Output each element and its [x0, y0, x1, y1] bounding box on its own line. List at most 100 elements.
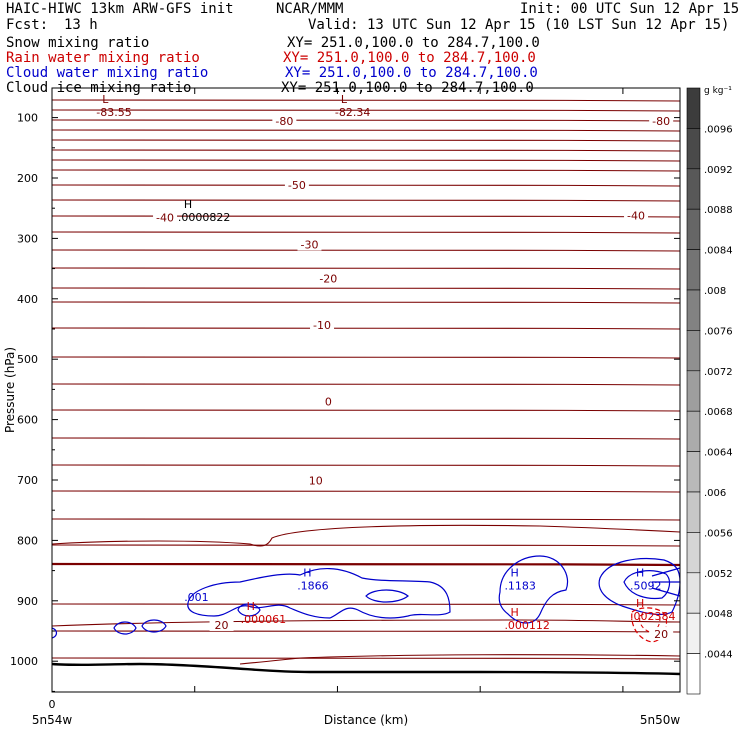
colorbar-label: .0072 — [704, 367, 733, 378]
plot-frame — [51, 87, 681, 693]
extremum-value: .1866 — [297, 580, 329, 593]
cloud-water-contour-right-core — [651, 567, 681, 597]
cloud-water-contour-tiny-a — [113, 621, 137, 635]
y-tick-label: 500 — [17, 353, 38, 366]
field-cloud-water-name: Cloud water mixing ratio — [6, 65, 209, 81]
temperature-label-bg — [297, 237, 322, 251]
plot-title: HAIC-HIWC 13km ARW-GFS init — [6, 1, 234, 17]
rain-contour-dashed-inner — [639, 612, 661, 633]
temperature-contour — [51, 630, 681, 633]
colorbar-label: .0048 — [704, 609, 733, 620]
extremum-value: -83.55 — [96, 106, 131, 119]
x-axis-title: Distance (km) — [324, 713, 408, 727]
temperature-contour — [51, 215, 681, 218]
field-rain-xy: XY= 251.0,100.0 to 284.7,100.0 — [283, 50, 536, 66]
extremum-value: .5092 — [630, 580, 662, 593]
temperature-contour — [51, 159, 681, 162]
temperature-contour — [51, 327, 681, 330]
temperature-contour — [51, 619, 681, 627]
colorbar-cell — [686, 208, 701, 250]
temperature-label: 20 — [215, 619, 229, 632]
colorbar-cell — [686, 168, 701, 210]
cloud-water-contour-inner — [237, 603, 261, 617]
temperature-label: -10 — [313, 319, 331, 332]
colorbar-label: .0096 — [704, 124, 733, 135]
temperature-contour — [51, 603, 681, 606]
cloud-water-contour-edge — [51, 627, 58, 639]
colorbar-label: .0088 — [704, 205, 733, 216]
y-tick-label: 600 — [17, 414, 38, 427]
colorbar-cell — [686, 128, 701, 170]
temperature-contour — [239, 654, 681, 665]
temperature-label: -80 — [275, 115, 293, 128]
colorbar-label: .0044 — [704, 650, 733, 661]
temperature-label: -40 — [156, 211, 174, 224]
temperature-label-bg — [624, 208, 649, 222]
y-tick-label: 800 — [17, 534, 38, 547]
extremum-value: .000061 — [241, 613, 287, 626]
extremum-letter: H — [510, 567, 518, 580]
y-tick-label: 300 — [17, 232, 38, 245]
temperature-contour — [51, 409, 681, 412]
colorbar-label: .006 — [704, 488, 726, 499]
temperature-contour — [51, 99, 681, 102]
temperature-contour — [51, 149, 681, 152]
y-tick-label: 200 — [17, 172, 38, 185]
rain-contour-dashed — [631, 607, 668, 643]
temperature-contour — [51, 383, 681, 386]
colorbar-cell — [686, 370, 701, 412]
colorbar-label: .008 — [704, 286, 726, 297]
extremum-letter: H — [303, 567, 311, 580]
colorbar-cell — [686, 249, 701, 291]
colorbar-label: .0092 — [704, 165, 733, 176]
temperature-contour — [51, 524, 681, 547]
extremum-letter: L — [102, 93, 109, 106]
cloud-water-contour-right-inner — [623, 570, 671, 600]
cloud-water-labels: .001 — [184, 591, 209, 604]
y-tick-label: 900 — [17, 595, 38, 608]
temperature-label: -40 — [627, 209, 645, 222]
temperature-contour — [51, 139, 681, 142]
temperature-label: 20 — [654, 628, 668, 641]
temperature-label-bg — [649, 114, 674, 128]
extrema-markers: L-83.55L-82.34H.0000822H.1866H.1183H.509… — [96, 93, 675, 632]
extremum-value: -82.34 — [335, 106, 370, 119]
extremum-value: .0000822 — [178, 211, 231, 224]
temperature-contour — [51, 199, 681, 202]
extremum-letter: L — [341, 93, 348, 106]
y-tick-label: 700 — [17, 474, 38, 487]
colorbar-cell — [686, 451, 701, 493]
extremum-letter: H — [184, 198, 192, 211]
temperature-contour — [51, 518, 681, 521]
extremum-letter: H — [636, 597, 644, 610]
field-rain-name: Rain water mixing ratio — [6, 50, 200, 66]
extremum-value: .000112 — [504, 619, 550, 632]
temperature-contour — [51, 657, 681, 660]
colorbar-cell — [686, 289, 701, 331]
colorbar-cell — [686, 612, 701, 654]
temperature-label-bg — [272, 114, 297, 128]
temperature-contour — [51, 437, 681, 440]
colorbar-label: .0064 — [704, 448, 733, 459]
cloud-water-contour-small — [365, 589, 409, 603]
temperature-label: -20 — [319, 272, 337, 285]
terrain-line — [51, 662, 681, 676]
extremum-letter: H — [510, 606, 518, 619]
y-tick-label: 1000 — [10, 655, 38, 668]
temperature-contour — [51, 301, 681, 304]
field-cloud-water-xy: XY= 251.0,100.0 to 284.7,100.0 — [285, 65, 538, 81]
org-label: NCAR/MMM — [276, 1, 344, 17]
temperature-contour — [51, 169, 681, 172]
temperature-labels: -80 -80 -50 -40 -40 -30 -20 -10 0 10 20 20 — [153, 114, 674, 641]
valid-time: Valid: 13 UTC Sun 12 Apr 15 (10 LST Sun … — [308, 17, 730, 33]
temperature-label-bg — [316, 394, 341, 408]
cloud-water-label: .001 — [184, 591, 209, 604]
temperature-label-bg — [153, 210, 178, 224]
colorbar-cell — [686, 330, 701, 372]
colorbar-cell — [686, 410, 701, 452]
temperature-contour — [51, 249, 681, 252]
temperature-contours — [51, 99, 681, 665]
extremum-letter: H — [636, 567, 644, 580]
